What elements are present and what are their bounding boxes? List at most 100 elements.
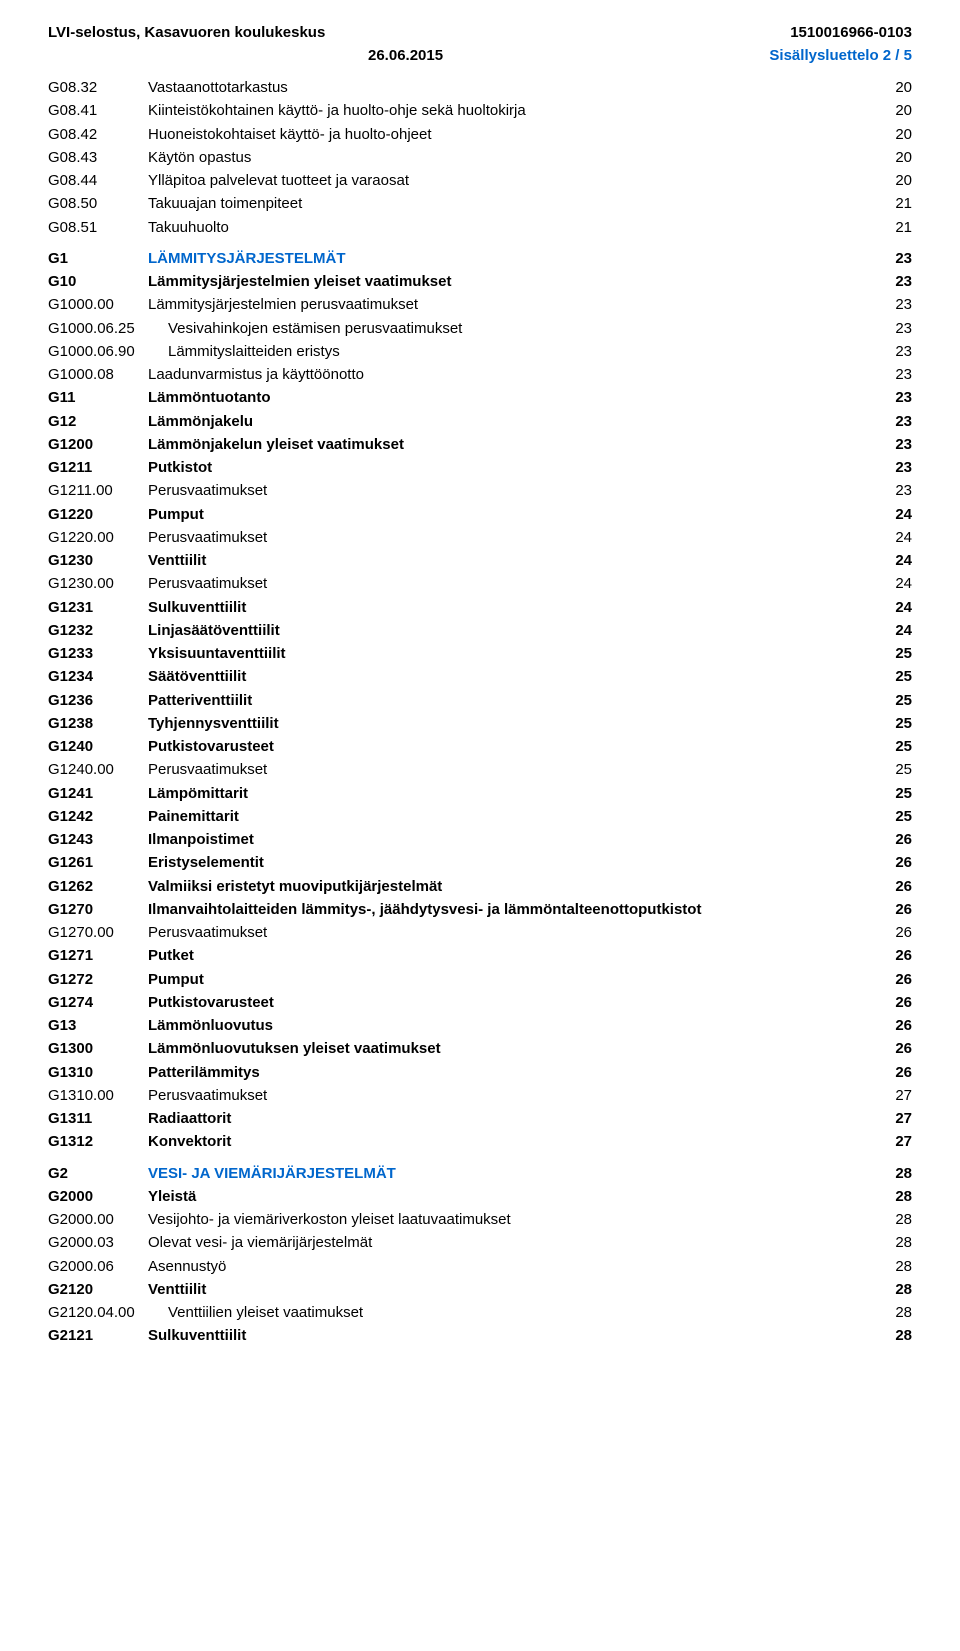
toc-row: G11Lämmöntuotanto23 — [48, 386, 912, 409]
toc-row: G08.50Takuuajan toimenpiteet21 — [48, 192, 912, 215]
toc-row: G2000Yleistä28 — [48, 1185, 912, 1208]
toc-row: G2121Sulkuventtiilit28 — [48, 1324, 912, 1347]
toc-page: 20 — [872, 146, 912, 169]
toc-label: Sisällysluettelo 2 / 5 — [769, 47, 912, 64]
toc-row: G08.42Huoneistokohtaiset käyttö- ja huol… — [48, 123, 912, 146]
doc-subheader: 26.06.2015 Sisällysluettelo 2 / 5 — [48, 47, 912, 64]
doc-date: 26.06.2015 — [48, 47, 443, 64]
toc-row: G1240Putkistovarusteet25 — [48, 735, 912, 758]
toc-title: Yksisuuntaventtiilit — [148, 642, 872, 665]
toc-page: 26 — [872, 875, 912, 898]
toc-code: G08.51 — [48, 216, 148, 239]
toc-page: 26 — [872, 828, 912, 851]
toc-row: G1311Radiaattorit27 — [48, 1107, 912, 1130]
toc-page: 25 — [872, 758, 912, 781]
toc-code: G1233 — [48, 642, 148, 665]
toc-page: 25 — [872, 735, 912, 758]
toc-page: 23 — [872, 317, 912, 340]
toc-page: 24 — [872, 503, 912, 526]
toc-title: Painemittarit — [148, 805, 872, 828]
toc-code: G2121 — [48, 1324, 148, 1347]
toc-row: G2120.04.00Venttiilien yleiset vaatimuks… — [48, 1301, 912, 1324]
toc-page: 27 — [872, 1084, 912, 1107]
toc-title: Lämmönjakelun yleiset vaatimukset — [148, 433, 872, 456]
toc-page: 23 — [872, 247, 912, 270]
toc-page: 24 — [872, 619, 912, 642]
toc-title: Lämpömittarit — [148, 782, 872, 805]
toc-title: Venttiilit — [148, 549, 872, 572]
toc-page: 26 — [872, 944, 912, 967]
toc-title: Ylläpitoa palvelevat tuotteet ja varaosa… — [148, 169, 872, 192]
toc-row: G1274Putkistovarusteet26 — [48, 991, 912, 1014]
toc-title: VESI- JA VIEMÄRIJÄRJESTELMÄT — [148, 1162, 872, 1185]
toc-title: Kiinteistökohtainen käyttö- ja huolto-oh… — [148, 99, 872, 122]
toc-code: G1232 — [48, 619, 148, 642]
toc-code: G1310 — [48, 1061, 148, 1084]
toc-code: G1271 — [48, 944, 148, 967]
toc-row: G2000.00Vesijohto- ja viemäriverkoston y… — [48, 1208, 912, 1231]
toc-code: G2000.00 — [48, 1208, 148, 1231]
toc-row: G08.43Käytön opastus20 — [48, 146, 912, 169]
toc-title: Asennustyö — [148, 1255, 872, 1278]
toc-title: Pumput — [148, 503, 872, 526]
toc-code: G1000.00 — [48, 293, 148, 316]
toc-title: Perusvaatimukset — [148, 479, 872, 502]
toc-page: 25 — [872, 642, 912, 665]
toc-code: G1262 — [48, 875, 148, 898]
toc-page: 21 — [872, 216, 912, 239]
toc-title: Sulkuventtiilit — [148, 1324, 872, 1347]
toc-title: Patteriventtiilit — [148, 689, 872, 712]
toc-page: 25 — [872, 712, 912, 735]
toc-title: Eristyselementit — [148, 851, 872, 874]
toc-code: G2120 — [48, 1278, 148, 1301]
toc-title: Venttiilit — [148, 1278, 872, 1301]
toc-code: G1231 — [48, 596, 148, 619]
toc-code: G1243 — [48, 828, 148, 851]
toc-title: Lämmitysjärjestelmien yleiset vaatimukse… — [148, 270, 872, 293]
toc-page: 28 — [872, 1324, 912, 1347]
toc-page: 23 — [872, 340, 912, 363]
toc-row: G2120Venttiilit28 — [48, 1278, 912, 1301]
toc-code: G1230 — [48, 549, 148, 572]
toc-row: G2000.06Asennustyö28 — [48, 1255, 912, 1278]
toc-title: Putkistovarusteet — [148, 735, 872, 758]
toc-row: G1242Painemittarit25 — [48, 805, 912, 828]
doc-header-right: 1510016966-0103 — [790, 24, 912, 41]
toc-title: Säätöventtiilit — [148, 665, 872, 688]
toc-row: G1220.00Perusvaatimukset24 — [48, 526, 912, 549]
toc-page: 26 — [872, 991, 912, 1014]
toc-title: Lämmöntuotanto — [148, 386, 872, 409]
toc-code: G1240.00 — [48, 758, 148, 781]
toc-row: G1232Linjasäätöventtiilit24 — [48, 619, 912, 642]
toc-title: Ilmanpoistimet — [148, 828, 872, 851]
toc-page: 24 — [872, 572, 912, 595]
toc-page: 23 — [872, 410, 912, 433]
toc-page: 28 — [872, 1255, 912, 1278]
toc-title: Putkistot — [148, 456, 872, 479]
toc-title: Vesijohto- ja viemäriverkoston yleiset l… — [148, 1208, 872, 1231]
toc-row: G1000.06.90Lämmityslaitteiden eristys23 — [48, 340, 912, 363]
toc-title: Lämmönjakelu — [148, 410, 872, 433]
toc-row: G12Lämmönjakelu23 — [48, 410, 912, 433]
toc-title: Perusvaatimukset — [148, 1084, 872, 1107]
toc-page: 27 — [872, 1107, 912, 1130]
toc-page: 23 — [872, 293, 912, 316]
toc-page: 24 — [872, 549, 912, 572]
toc-title: Putket — [148, 944, 872, 967]
toc-row: G1211Putkistot23 — [48, 456, 912, 479]
toc-page: 24 — [872, 596, 912, 619]
toc-title: Sulkuventtiilit — [148, 596, 872, 619]
toc-row: G10Lämmitysjärjestelmien yleiset vaatimu… — [48, 270, 912, 293]
toc-page: 23 — [872, 363, 912, 386]
toc-code: G1220 — [48, 503, 148, 526]
toc-code: G08.50 — [48, 192, 148, 215]
toc-row: G1230.00Perusvaatimukset24 — [48, 572, 912, 595]
toc-code: G08.41 — [48, 99, 148, 122]
toc-title: Ilmanvaihtolaitteiden lämmitys-, jäähdyt… — [148, 898, 872, 921]
toc-row: G1230Venttiilit24 — [48, 549, 912, 572]
toc-title: Käytön opastus — [148, 146, 872, 169]
toc-row: G1300Lämmönluovutuksen yleiset vaatimuks… — [48, 1037, 912, 1060]
toc-code: G1261 — [48, 851, 148, 874]
toc-page: 26 — [872, 1014, 912, 1037]
toc-row: G1310.00Perusvaatimukset27 — [48, 1084, 912, 1107]
